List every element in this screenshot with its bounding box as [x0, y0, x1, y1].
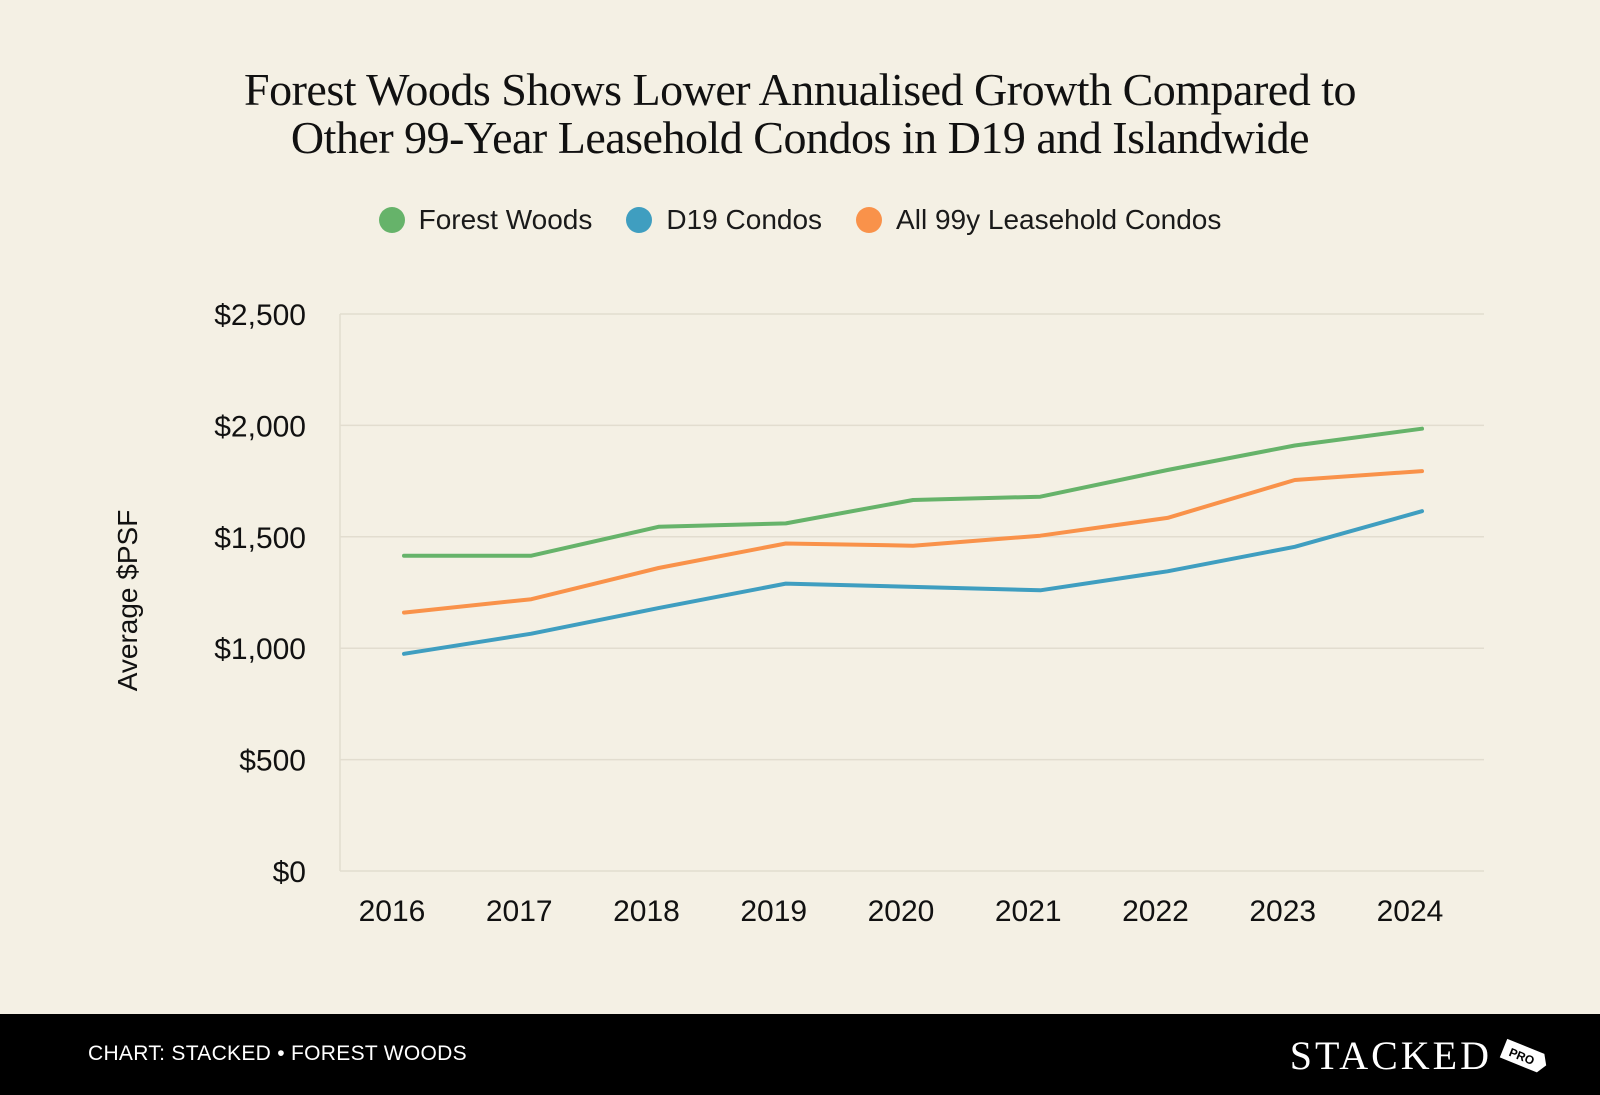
- y-tick-label: $2,500: [214, 299, 306, 332]
- x-tick-label: 2017: [486, 895, 553, 928]
- chart-source: CHART: STACKED • FOREST WOODS: [88, 1042, 467, 1065]
- legend-swatch: [378, 207, 405, 233]
- y-tick-label: $1,000: [214, 633, 306, 666]
- chart-legend: Forest Woods D19 Condos All 99y Leasehol…: [0, 204, 1600, 236]
- x-tick-label: 2024: [1377, 895, 1444, 928]
- y-tick-label: $2,000: [214, 410, 306, 443]
- footer-bar: CHART: STACKED • FOREST WOODS STACKED PR…: [0, 1014, 1600, 1095]
- legend-item-forest-woods: Forest Woods: [378, 204, 593, 236]
- series-line-d19-condos: [402, 509, 1424, 656]
- pro-tag-icon: PRO: [1499, 1038, 1547, 1072]
- x-tick-label: 2021: [995, 895, 1062, 928]
- chart-title-line-2: Other 99-Year Leasehold Condos in D19 an…: [290, 112, 1310, 163]
- legend-item-all-99y-leasehold-condos: All 99y Leasehold Condos: [856, 204, 1221, 236]
- x-tick-label: 2019: [740, 895, 807, 928]
- y-tick-label: $1,500: [214, 522, 306, 555]
- logo-wordmark: STACKED: [1289, 1033, 1492, 1078]
- legend-label: Forest Woods: [418, 204, 593, 235]
- x-tick-label: 2018: [613, 895, 680, 928]
- series-line-forest-woods: [402, 426, 1424, 558]
- series-line-all-99y-leasehold-condos: [402, 469, 1424, 615]
- y-tick-label: $0: [273, 856, 306, 889]
- x-tick-label: 2023: [1249, 895, 1316, 928]
- legend-label: D19 Condos: [666, 204, 823, 235]
- x-tick-label: 2020: [868, 895, 935, 928]
- y-tick-label: $500: [239, 745, 306, 778]
- stacked-pro-logo: STACKED PRO: [1290, 1032, 1552, 1079]
- legend-swatch: [626, 207, 653, 233]
- chart-title-line-1: Forest Woods Shows Lower Annualised Grow…: [244, 64, 1356, 115]
- legend-label: All 99y Leasehold Condos: [896, 204, 1222, 235]
- y-axis-title: Average $PSF: [112, 510, 143, 692]
- x-tick-label: 2016: [359, 895, 426, 928]
- chart-title: Forest Woods Shows Lower Annualised Grow…: [0, 66, 1600, 162]
- line-chart: $0 $500 $1,000 $1,500 $2,000 $2,500 2016 2017 20…: [112, 299, 1484, 928]
- x-tick-label: 2022: [1122, 895, 1189, 928]
- legend-item-d19-condos: D19 Condos: [626, 204, 822, 236]
- legend-swatch: [856, 207, 883, 233]
